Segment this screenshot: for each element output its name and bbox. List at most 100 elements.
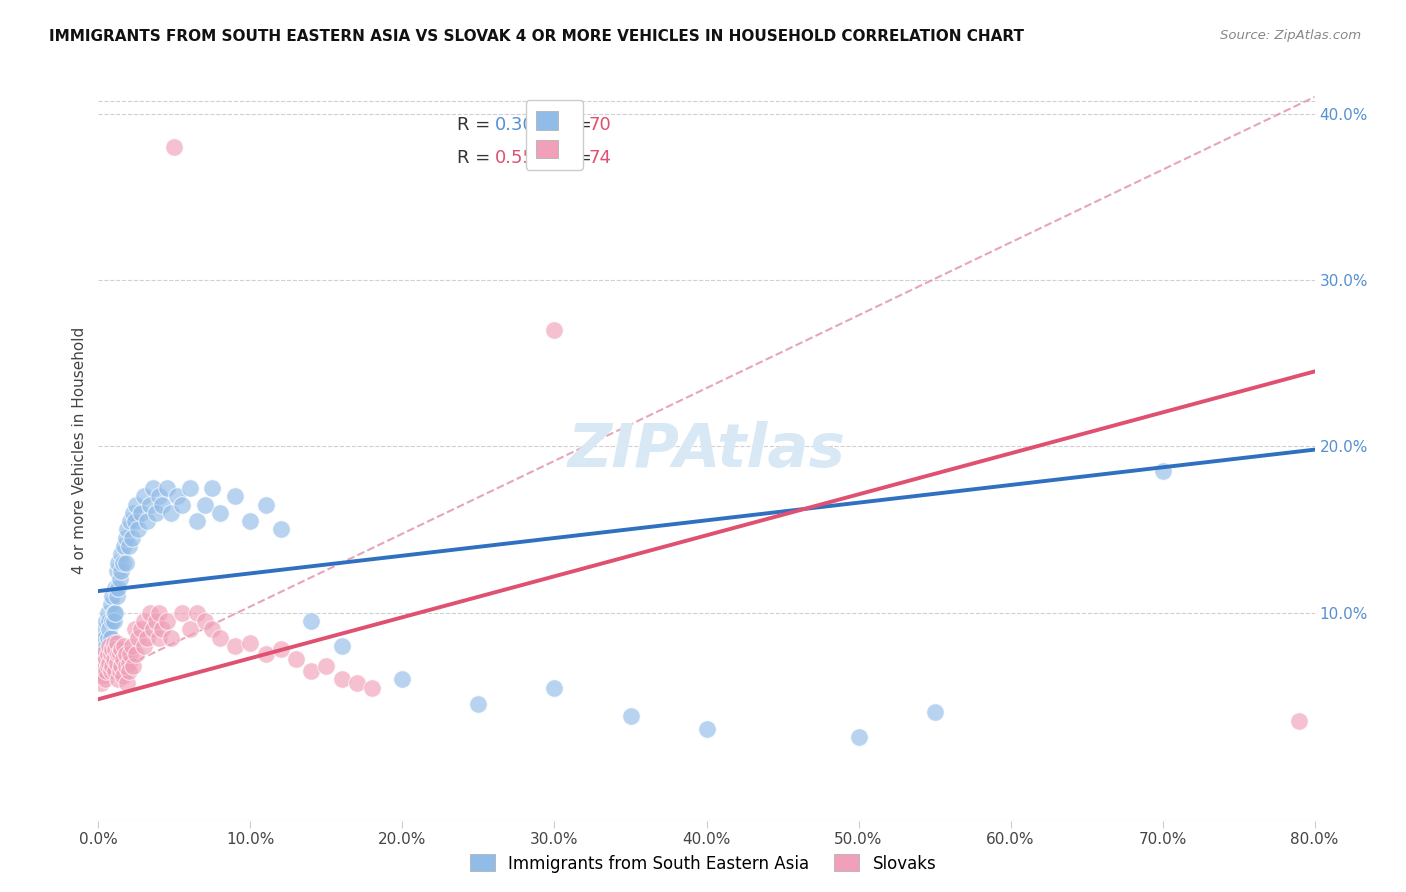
Point [114,647,136,661]
Point [361,681,384,695]
Point [201,623,224,637]
Point [96,659,118,673]
Point [104,664,127,678]
Point [108,664,131,678]
Point [224,639,246,653]
Text: N =: N = [546,117,598,135]
Point [103,652,125,666]
Point [108,647,131,661]
Point [90,664,112,678]
Text: N =: N = [546,149,598,167]
Point [124,623,146,637]
Point [101,589,124,603]
Point [156,614,179,628]
Point [96,647,118,661]
Point [179,481,201,495]
Point [194,498,217,512]
Point [91,623,114,637]
Point [139,498,162,512]
Text: 74: 74 [589,149,612,167]
Point [136,631,159,645]
Point [346,675,368,690]
Point [117,675,139,690]
Point [108,573,131,587]
Point [1152,464,1174,478]
Point [110,564,132,578]
Point [103,614,125,628]
Point [107,672,129,686]
Point [186,606,208,620]
Point [104,581,127,595]
Point [91,639,114,653]
Point [142,623,165,637]
Point [186,514,208,528]
Point [148,489,170,503]
Text: IMMIGRANTS FROM SOUTH EASTERN ASIA VS SLOVAK 4 OR MORE VEHICLES IN HOUSEHOLD COR: IMMIGRANTS FROM SOUTH EASTERN ASIA VS SL… [49,29,1024,44]
Point [101,659,124,673]
Text: R =: R = [457,117,496,135]
Point [315,659,337,673]
Point [107,581,129,595]
Point [103,635,125,649]
Point [103,606,125,620]
Point [100,647,122,661]
Point [118,539,141,553]
Point [118,656,141,670]
Point [127,631,149,645]
Point [136,514,159,528]
Point [166,489,188,503]
Point [160,631,183,645]
Point [104,642,127,657]
Point [96,606,118,620]
Point [299,614,322,628]
Point [132,614,155,628]
Point [150,498,173,512]
Y-axis label: 4 or more Vehicles in Household: 4 or more Vehicles in Household [72,326,87,574]
Point [90,656,112,670]
Point [96,631,118,645]
Point [89,664,111,678]
Point [142,481,165,495]
Point [105,635,128,649]
Point [1288,714,1310,728]
Point [124,514,146,528]
Point [270,523,292,537]
Point [848,731,870,745]
Point [90,656,112,670]
Point [112,639,135,653]
Point [94,652,117,666]
Point [209,631,232,645]
Point [91,647,114,661]
Point [148,606,170,620]
Point [543,681,565,695]
Point [145,506,167,520]
Point [209,506,232,520]
Point [330,672,353,686]
Point [105,589,128,603]
Point [125,498,148,512]
Point [111,669,134,683]
Text: Source: ZipAtlas.com: Source: ZipAtlas.com [1220,29,1361,42]
Point [91,669,114,683]
Point [94,614,117,628]
Point [254,647,277,661]
Text: ZIPAtlas: ZIPAtlas [568,421,845,480]
Text: 0.307: 0.307 [495,117,546,135]
Point [90,675,112,690]
Point [105,564,128,578]
Legend: , : , [526,101,583,169]
Point [114,556,136,570]
Point [194,614,217,628]
Point [619,708,641,723]
Point [132,489,155,503]
Point [111,556,134,570]
Point [924,706,946,720]
Point [89,647,111,661]
Text: 0.553: 0.553 [495,149,547,167]
Text: 70: 70 [589,117,612,135]
Point [156,481,179,495]
Point [170,606,193,620]
Point [104,606,127,620]
Point [239,514,262,528]
Point [93,647,115,661]
